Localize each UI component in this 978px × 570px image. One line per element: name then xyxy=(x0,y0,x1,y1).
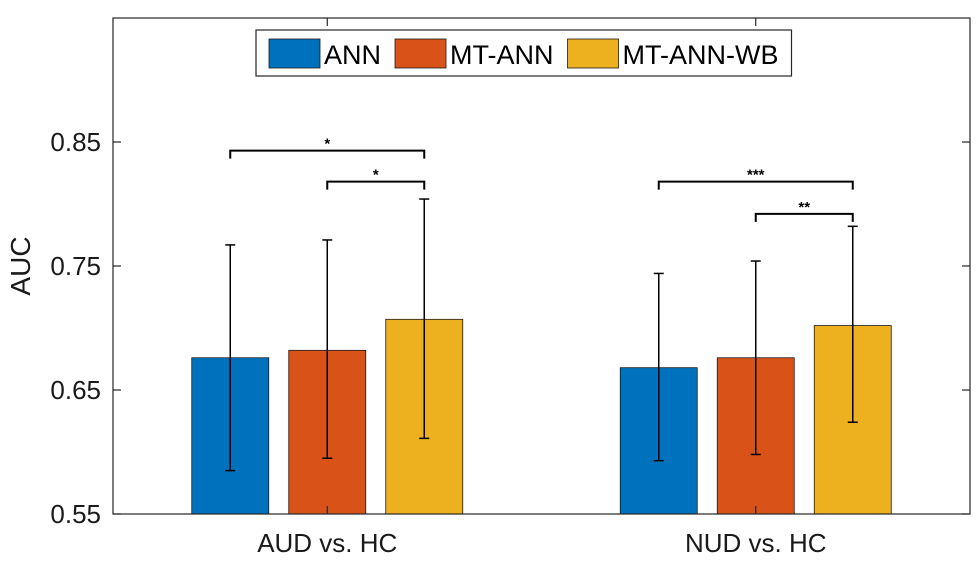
legend: ANN MT-ANN MT-ANN-WB xyxy=(255,29,793,77)
legend-box xyxy=(255,29,793,77)
significance-bracket-1 xyxy=(326,180,426,190)
y-tick-label-1: 0.65 xyxy=(50,375,101,405)
significance-bracket-0 xyxy=(229,149,426,159)
y-ticks-group: 0.55 0.65 0.75 0.85 xyxy=(50,127,970,529)
legend-swatch-ann xyxy=(268,38,321,69)
legend-label-mt-ann: MT-ANN xyxy=(450,40,554,70)
significance-bracket-2 xyxy=(657,180,854,190)
y-axis-label: AUC xyxy=(5,236,36,295)
y-tick-label-3: 0.85 xyxy=(50,127,101,157)
significance-label-3: ** xyxy=(798,199,810,216)
legend-swatch-mt-ann xyxy=(394,38,447,69)
error-bars-group xyxy=(225,198,858,472)
x-tick-label-0: AUD vs. HC xyxy=(257,528,397,558)
legend-label-mt-ann-wb: MT-ANN-WB xyxy=(623,40,779,70)
y-tick-label-2: 0.75 xyxy=(50,251,101,281)
x-tick-label-1: NUD vs. HC xyxy=(685,528,827,558)
x-ticks-group: AUD vs. HC NUD vs. HC xyxy=(257,18,827,558)
legend-swatch-mt-ann-wb xyxy=(567,38,619,69)
legend-label-ann: ANN xyxy=(324,40,381,70)
significance-label-2: *** xyxy=(747,167,765,184)
y-tick-label-0: 0.55 xyxy=(50,499,101,529)
significance-label-1: * xyxy=(373,167,379,184)
significance-group: ** ***** xyxy=(229,136,854,222)
significance-label-0: * xyxy=(324,136,330,153)
significance-bracket-3 xyxy=(754,212,854,222)
